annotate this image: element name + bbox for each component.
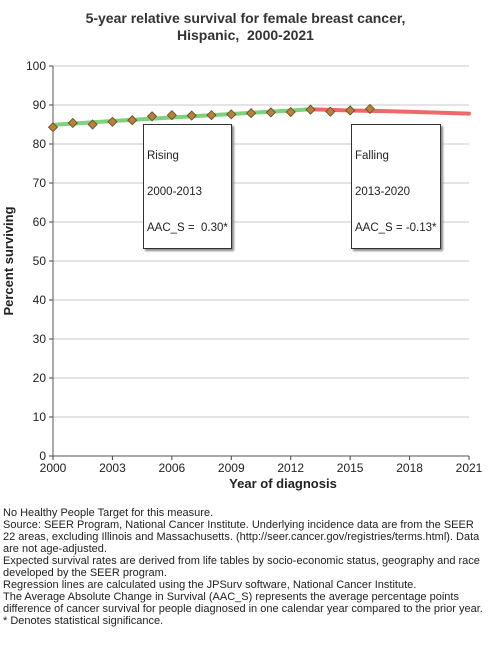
observed-data-point xyxy=(186,110,197,121)
observed-data-point xyxy=(146,111,158,122)
y-tick-label: 50 xyxy=(33,254,47,268)
observed-data-point xyxy=(325,106,336,117)
y-tick-label: 100 xyxy=(26,59,46,73)
y-tick-label: 80 xyxy=(33,137,47,151)
footnotes: No Healthy People Target for this measur… xyxy=(3,507,489,627)
footnote-source: Source: SEER Program, National Cancer In… xyxy=(3,519,480,555)
footnote-significance: * Denotes statistical significance. xyxy=(3,615,164,627)
x-tick-label: 2003 xyxy=(99,461,126,475)
falling-trend-line xyxy=(308,107,471,116)
rising-annotation: Rising 2000-2013 AAC_S = 0.30* xyxy=(143,124,232,249)
rising-label: Rising xyxy=(147,150,179,162)
y-tick-label: 90 xyxy=(33,98,47,112)
observed-data-point xyxy=(107,116,118,127)
y-tick-label: 10 xyxy=(33,410,47,424)
footnote-aac-definition: The Average Absolute Change in Survival … xyxy=(3,591,483,615)
observed-data-point xyxy=(345,105,356,116)
x-tick-label: 2000 xyxy=(40,461,67,475)
x-tick-label: 2006 xyxy=(159,461,186,475)
chart-title-line-2: Hispanic, 2000-2021 xyxy=(177,27,314,43)
chart-title-line-1: 5-year relative survival for female brea… xyxy=(85,10,406,26)
observed-data-point xyxy=(226,109,237,120)
footnote-hp-target: No Healthy People Target for this measur… xyxy=(3,507,214,519)
chart-title: 5-year relative survival for female brea… xyxy=(0,10,491,44)
x-tick-label: 2009 xyxy=(218,461,245,475)
observed-data-point xyxy=(67,117,78,129)
observed-data-point xyxy=(246,108,257,119)
falling-label: Falling xyxy=(355,150,389,162)
y-axis-label: Percent surviving xyxy=(1,206,16,315)
x-tick-label: 2021 xyxy=(456,461,483,475)
observed-data-point xyxy=(87,119,98,130)
y-tick-label: 40 xyxy=(33,293,47,307)
y-tick-label: 0 xyxy=(39,449,46,463)
observed-data-point xyxy=(305,104,316,115)
y-tick-label: 70 xyxy=(33,176,47,190)
footnote-regression: Regression lines are calculated using th… xyxy=(3,579,417,591)
rising-aac: AAC_S = 0.30* xyxy=(147,222,228,234)
observed-data-point xyxy=(127,115,138,126)
x-tick-label: 2012 xyxy=(277,461,304,475)
falling-period: 2013-2020 xyxy=(355,186,410,198)
y-tick-label: 60 xyxy=(33,215,47,229)
falling-annotation: Falling 2013-2020 AAC_S = -0.13* xyxy=(351,124,441,249)
y-tick-label: 20 xyxy=(33,371,47,385)
observed-data-point xyxy=(166,110,177,121)
x-tick-label: 2018 xyxy=(396,461,423,475)
observed-data-point xyxy=(285,106,296,118)
observed-data-point xyxy=(265,107,276,118)
observed-data-point xyxy=(206,110,217,121)
observed-data-point xyxy=(364,103,376,114)
x-tick-label: 2015 xyxy=(337,461,364,475)
y-tick-label: 30 xyxy=(33,332,47,346)
chart: 0 10 20 30 40 50 60 70 80 90 100 2000 2003 2006 2009 20… xyxy=(1,59,483,491)
observed-data-point xyxy=(47,122,59,133)
falling-aac: AAC_S = -0.13* xyxy=(355,222,437,234)
rising-period: 2000-2013 xyxy=(147,186,202,198)
footnote-expected-rates: Expected survival rates are derived from… xyxy=(3,555,480,579)
x-axis-label: Year of diagnosis xyxy=(229,476,337,491)
